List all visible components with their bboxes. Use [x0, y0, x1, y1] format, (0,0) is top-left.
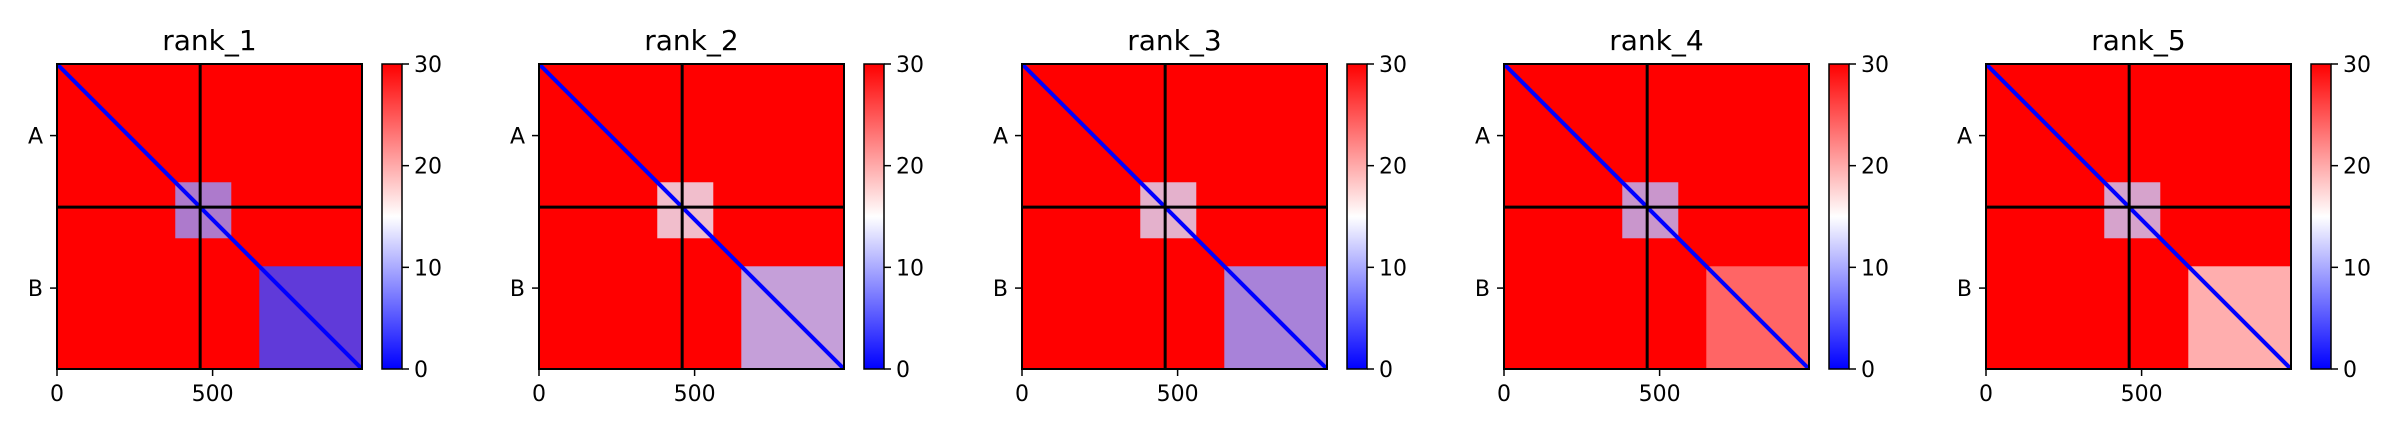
panel-title: rank_1 [162, 24, 256, 57]
panel-title: rank_5 [2091, 24, 2185, 57]
panel-rank_2: rank_2 0 500 A B 0 10 20 30 [510, 24, 924, 407]
colorbar-tick-label: 30 [414, 53, 442, 78]
x-tick-label: 0 [1015, 382, 1029, 407]
panel-rank_3: rank_3 0 500 A B 0 10 20 30 [993, 24, 1407, 407]
axes-frame [1503, 63, 1810, 370]
colorbar-tick-label: 30 [2343, 53, 2371, 78]
colorbar [1346, 63, 1368, 370]
colorbar-tick-label: 20 [1379, 155, 1407, 180]
colorbar-tick-label: 20 [414, 155, 442, 180]
x-tick-label: 0 [1497, 382, 1511, 407]
axes-frame [1021, 63, 1328, 370]
colorbar [381, 63, 403, 370]
y-tick-label: B [28, 277, 43, 302]
colorbar-tick-label: 20 [2343, 155, 2371, 180]
colorbar-tick-label: 10 [1861, 256, 1889, 281]
colorbar-tick-label: 20 [896, 155, 924, 180]
colorbar-tick-label: 0 [1861, 358, 1875, 383]
panel-rank_1: rank_1 0 500 A B 0 10 20 30 [28, 24, 442, 407]
x-tick-label: 500 [1157, 382, 1199, 407]
panel-title: rank_3 [1127, 24, 1221, 57]
colorbar-tick-label: 0 [1379, 358, 1393, 383]
heatmap-matrix [1022, 64, 1327, 369]
x-tick-label: 0 [50, 382, 64, 407]
heatmap-matrix [539, 64, 844, 369]
x-tick-label: 500 [192, 382, 234, 407]
colorbar-tick-label: 0 [2343, 358, 2357, 383]
colorbar-tick-label: 10 [414, 256, 442, 281]
y-tick-label: A [1957, 125, 1972, 150]
panel-rank_4: rank_4 0 500 A B 0 10 20 30 [1475, 24, 1889, 407]
colorbar [1828, 63, 1850, 370]
x-tick-label: 0 [532, 382, 546, 407]
panel-rank_5: rank_5 0 500 A B 0 10 20 30 [1957, 24, 2371, 407]
y-tick-label: B [1957, 277, 1972, 302]
diagonal-line [1022, 64, 1327, 369]
x-tick-label: 500 [2121, 382, 2163, 407]
y-tick-label: B [1475, 277, 1490, 302]
colorbar-tick-label: 30 [1379, 53, 1407, 78]
y-tick-label: A [1475, 125, 1490, 150]
colorbar-tick-label: 0 [896, 358, 910, 383]
diagonal-line [539, 64, 844, 369]
y-tick-label: A [993, 125, 1008, 150]
y-tick-label: B [993, 277, 1008, 302]
diagonal-line [57, 64, 362, 369]
colorbar-tick-label: 0 [414, 358, 428, 383]
colorbar [2310, 63, 2332, 370]
diagonal-line [1504, 64, 1809, 369]
axes-frame [56, 63, 363, 370]
y-tick-label: B [510, 277, 525, 302]
axes-frame [538, 63, 845, 370]
heatmap-matrix [57, 64, 362, 369]
panel-title: rank_4 [1609, 24, 1703, 57]
colorbar-tick-label: 30 [896, 53, 924, 78]
x-tick-label: 0 [1979, 382, 1993, 407]
y-tick-label: A [510, 125, 525, 150]
colorbar-tick-label: 30 [1861, 53, 1889, 78]
colorbar-tick-label: 20 [1861, 155, 1889, 180]
heatmap-matrix [1986, 64, 2291, 369]
colorbar-tick-label: 10 [896, 256, 924, 281]
diagonal-line [1986, 64, 2291, 369]
x-tick-label: 500 [1639, 382, 1681, 407]
axes-frame [1985, 63, 2292, 370]
x-tick-label: 500 [674, 382, 716, 407]
colorbar-tick-label: 10 [2343, 256, 2371, 281]
y-tick-label: A [28, 125, 43, 150]
colorbar-tick-label: 10 [1379, 256, 1407, 281]
colorbar [863, 63, 885, 370]
heatmap-matrix [1504, 64, 1809, 369]
panel-title: rank_2 [644, 24, 738, 57]
